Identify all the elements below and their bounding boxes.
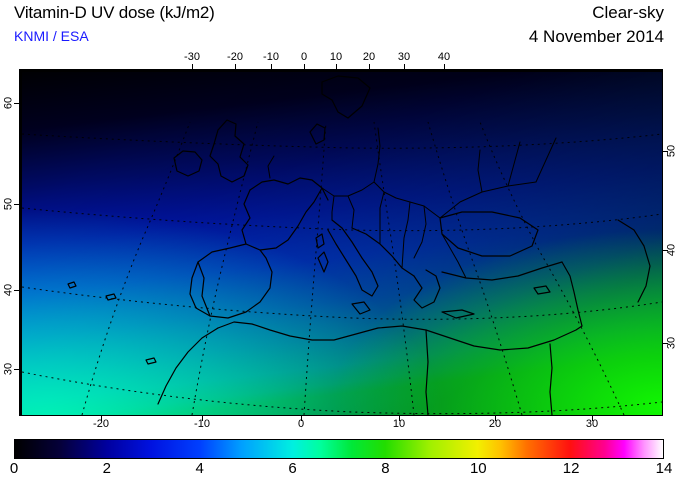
map-plot-frame: [19, 69, 663, 416]
institution-credit: KNMI / ESA: [14, 28, 89, 44]
colorbar: [14, 439, 664, 459]
axis-tick-top-3: [304, 64, 305, 69]
axis-label-top-4: 10: [329, 51, 343, 63]
axis-tick-top-4: [336, 64, 337, 69]
axis-label-bottom-4: 20: [488, 418, 502, 430]
axis-label-bottom-0: -20: [93, 418, 109, 430]
axis-tick-bottom-0: [101, 416, 102, 421]
axis-tick-top-7: [444, 64, 445, 69]
sky-condition-label: Clear-sky: [592, 3, 664, 22]
axis-label-left-3: 30: [2, 362, 15, 376]
colorbar-tick-label-3: 6: [288, 460, 297, 477]
uv-dose-heatmap: [22, 72, 662, 415]
colorbar-tick-label-0: 0: [9, 460, 19, 477]
colorbar-tick-label-4: 8: [381, 460, 390, 477]
axis-label-bottom-3: 10: [392, 418, 406, 430]
axis-tick-bottom-2: [301, 416, 302, 421]
axis-tick-bottom-3: [399, 416, 400, 421]
axis-tick-bottom-1: [202, 416, 203, 421]
page-title: Vitamin-D UV dose (kJ/m2): [14, 3, 215, 22]
axis-tick-right-0: [663, 151, 668, 152]
axis-tick-left-2: [14, 290, 19, 291]
axis-label-right-0: 50: [665, 144, 678, 158]
axis-tick-left-0: [14, 103, 19, 104]
axis-tick-bottom-5: [592, 416, 593, 421]
axis-tick-left-3: [14, 369, 19, 370]
axis-label-bottom-1: -10: [194, 418, 210, 430]
axis-label-bottom-5: 30: [585, 418, 599, 430]
axis-label-top-6: 30: [397, 51, 411, 63]
dose-field-southeast: [22, 72, 662, 415]
axis-tick-bottom-4: [495, 416, 496, 421]
axis-label-left-2: 40: [2, 283, 15, 297]
axis-tick-top-0: [192, 64, 193, 69]
axis-label-bottom-2: 0: [297, 418, 305, 430]
axis-label-right-1: 40: [665, 243, 678, 257]
colorbar-tick-label-6: 12: [562, 460, 580, 477]
axis-label-top-7: 40: [437, 51, 451, 63]
axis-label-top-2: -10: [263, 51, 279, 63]
axis-label-top-0: -30: [184, 51, 200, 63]
axis-label-left-1: 50: [2, 197, 15, 211]
colorbar-gradient: [15, 440, 663, 458]
axis-tick-top-1: [235, 64, 236, 69]
axis-label-top-5: 20: [362, 51, 376, 63]
axis-label-right-2: 30: [665, 336, 678, 350]
colorbar-tick-label-2: 4: [195, 460, 204, 477]
colorbar-tick-label-7: 14: [655, 460, 673, 477]
axis-tick-left-1: [14, 204, 19, 205]
coastlines: [67, 75, 651, 415]
colorbar-tick-label-5: 10: [469, 460, 487, 477]
axis-tick-right-1: [663, 250, 668, 251]
axis-tick-top-6: [404, 64, 405, 69]
axis-label-top-3: 0: [300, 51, 308, 63]
axis-label-left-0: 60: [2, 96, 15, 110]
axis-tick-right-2: [663, 343, 668, 344]
colorbar-tick-label-1: 2: [102, 460, 112, 477]
axis-label-top-1: -20: [227, 51, 243, 63]
axis-tick-top-5: [369, 64, 370, 69]
observation-date: 4 November 2014: [528, 27, 664, 46]
axis-tick-top-2: [271, 64, 272, 69]
